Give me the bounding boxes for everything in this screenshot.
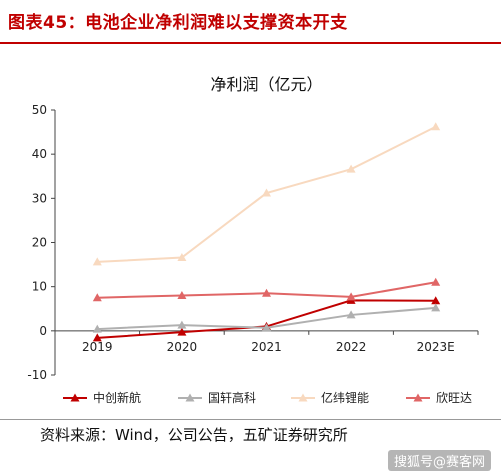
x-tick-label: 2021 [251,340,282,354]
series-point [92,333,102,342]
series-point [431,303,441,312]
series-point [177,327,187,336]
series-point [262,323,271,332]
series-point [92,293,102,302]
series-point [346,310,356,319]
watermark: 搜狐号@赛客网 [387,450,491,471]
figure-title: 图表45：电池企业净利润难以支撑资本开支 [8,13,348,33]
x-tick-label: 2019 [82,340,113,354]
legend-marker [298,393,308,402]
source-note: 资料来源：Wind，公司公告，五矿证券研究所 [40,426,348,444]
legend-marker [185,393,195,402]
y-tick-label: 50 [32,103,47,117]
y-tick-label: 20 [32,236,47,250]
series-point [92,257,102,266]
x-tick-label: 2023E [417,340,455,354]
legend-label: 亿纬锂能 [321,390,369,405]
footer-divider [0,419,501,420]
x-tick-label: 2020 [167,340,198,354]
legend-label: 中创新航 [93,390,141,405]
series-point [262,188,271,197]
title-divider [0,42,501,44]
series-point [177,253,187,262]
y-tick-label: 30 [32,191,47,205]
series-point [431,277,441,286]
y-tick-label: 10 [32,280,47,294]
series-point [177,291,187,299]
series-point [431,122,441,131]
series-point [431,296,441,305]
legend-marker [70,393,80,402]
y-tick-label: 40 [32,147,47,161]
series-point [92,324,102,333]
series-point [262,288,271,297]
series-point [346,292,356,301]
legend-label: 国轩高科 [208,390,256,405]
line-chart: 净利润（亿元） -10 0 10 20 30 40 50 2019 2020 2021 2022 202… [27,75,479,405]
y-tick-label: -10 [27,368,47,382]
series-line [97,299,436,339]
chart-title: 净利润（亿元） [210,75,322,94]
y-tick-label: 0 [39,324,47,338]
legend-marker [413,393,423,402]
legend-label: 欣旺达 [436,391,472,405]
series-point [346,164,356,173]
x-tick-label: 2022 [336,340,367,354]
series-point [177,320,187,329]
